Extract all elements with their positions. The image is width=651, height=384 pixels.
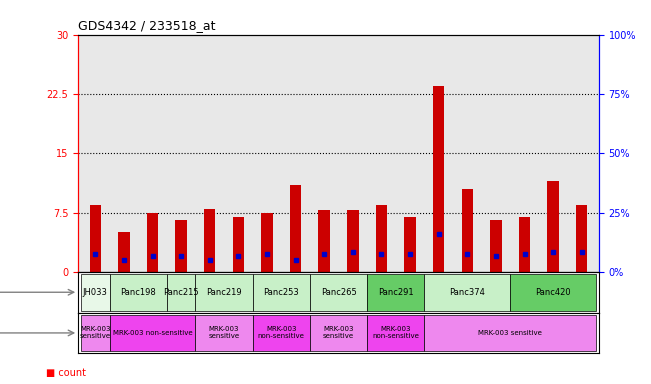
Bar bbox=[318, 210, 330, 272]
Text: Panc198: Panc198 bbox=[120, 288, 156, 297]
FancyBboxPatch shape bbox=[424, 314, 596, 351]
Text: Panc215: Panc215 bbox=[163, 288, 199, 297]
FancyBboxPatch shape bbox=[109, 274, 167, 311]
Text: MRK-003 non-sensitive: MRK-003 non-sensitive bbox=[113, 330, 192, 336]
Text: GDS4342 / 233518_at: GDS4342 / 233518_at bbox=[78, 19, 215, 32]
Text: Panc253: Panc253 bbox=[264, 288, 299, 297]
Bar bbox=[232, 217, 244, 272]
Bar bbox=[433, 86, 445, 272]
FancyBboxPatch shape bbox=[81, 314, 109, 351]
Bar bbox=[376, 205, 387, 272]
FancyBboxPatch shape bbox=[109, 314, 195, 351]
FancyBboxPatch shape bbox=[424, 274, 510, 311]
Text: MRK-003
non-sensitive: MRK-003 non-sensitive bbox=[372, 326, 419, 339]
FancyBboxPatch shape bbox=[310, 314, 367, 351]
FancyBboxPatch shape bbox=[367, 274, 424, 311]
Bar bbox=[490, 220, 502, 272]
Text: Panc420: Panc420 bbox=[535, 288, 571, 297]
Bar bbox=[90, 205, 101, 272]
Bar bbox=[204, 209, 215, 272]
Text: MRK-003
sensitive: MRK-003 sensitive bbox=[79, 326, 111, 339]
Bar bbox=[290, 185, 301, 272]
Text: MRK-003
non-sensitive: MRK-003 non-sensitive bbox=[258, 326, 305, 339]
Text: Panc265: Panc265 bbox=[321, 288, 356, 297]
Text: Panc219: Panc219 bbox=[206, 288, 242, 297]
Bar bbox=[261, 213, 273, 272]
Text: Panc374: Panc374 bbox=[449, 288, 485, 297]
Bar bbox=[576, 205, 587, 272]
Text: JH033: JH033 bbox=[83, 288, 107, 297]
Text: MRK-003
sensitive: MRK-003 sensitive bbox=[208, 326, 240, 339]
Bar bbox=[146, 213, 158, 272]
FancyBboxPatch shape bbox=[195, 274, 253, 311]
Bar bbox=[547, 181, 559, 272]
FancyBboxPatch shape bbox=[367, 314, 424, 351]
FancyBboxPatch shape bbox=[81, 274, 109, 311]
FancyBboxPatch shape bbox=[253, 314, 310, 351]
FancyBboxPatch shape bbox=[310, 274, 367, 311]
Text: MRK-003
sensitive: MRK-003 sensitive bbox=[323, 326, 354, 339]
FancyBboxPatch shape bbox=[253, 274, 310, 311]
FancyBboxPatch shape bbox=[167, 274, 195, 311]
Bar bbox=[519, 217, 531, 272]
Bar bbox=[175, 220, 187, 272]
Text: ■ count: ■ count bbox=[46, 368, 85, 378]
Bar bbox=[462, 189, 473, 272]
Bar bbox=[347, 210, 359, 272]
Text: Panc291: Panc291 bbox=[378, 288, 413, 297]
FancyBboxPatch shape bbox=[510, 274, 596, 311]
Bar bbox=[404, 217, 416, 272]
FancyBboxPatch shape bbox=[195, 314, 253, 351]
Text: MRK-003 sensitive: MRK-003 sensitive bbox=[478, 330, 542, 336]
Bar bbox=[118, 232, 130, 272]
